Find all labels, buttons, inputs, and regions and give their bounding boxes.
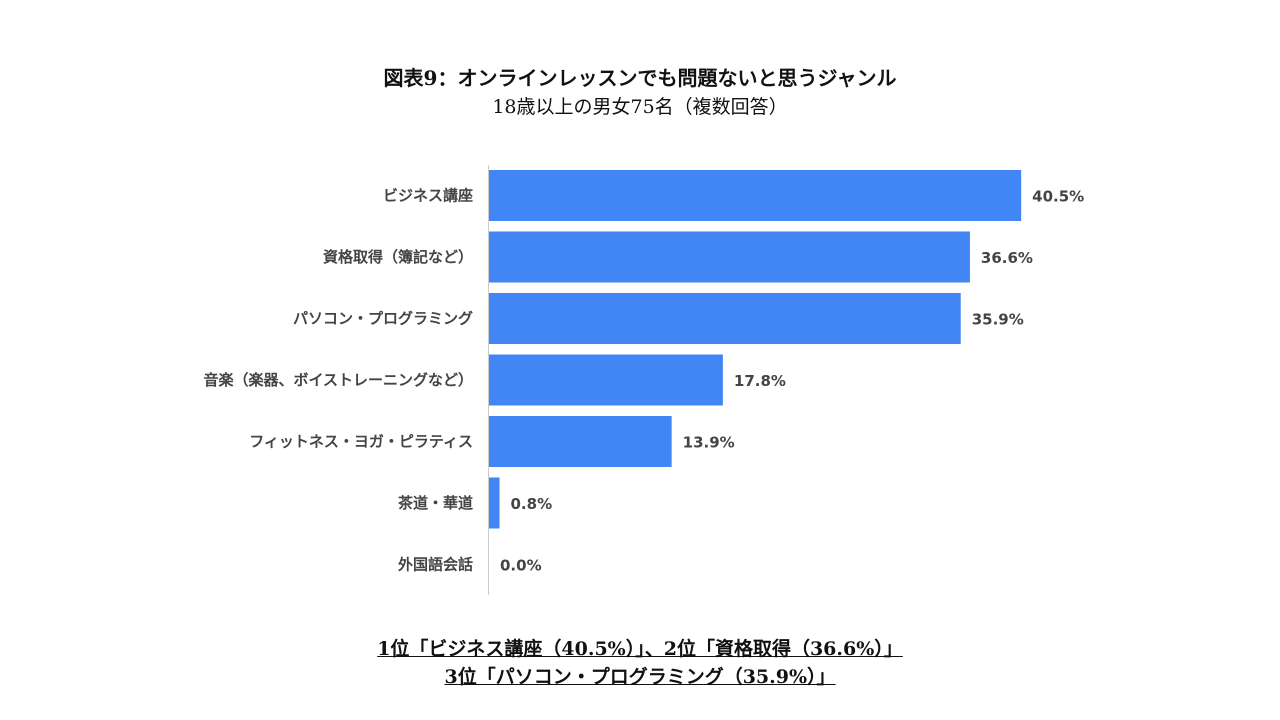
value-label: 17.8% — [734, 372, 786, 390]
value-label: 35.9% — [972, 311, 1024, 329]
value-label: 13.9% — [683, 434, 735, 452]
bar-2 — [489, 293, 961, 344]
category-label: 外国語会話 — [397, 556, 473, 574]
value-label: 0.8% — [511, 495, 553, 513]
chart-title: 図表9：オンラインレッスンでも問題ないと思うジャンル — [383, 66, 897, 90]
category-label: 音楽（楽器、ボイストレーニングなど） — [203, 371, 473, 389]
bar-0 — [489, 170, 1022, 221]
footer-text-2: 3位「パソコン・プログラミング（35.9%）」 — [444, 666, 836, 688]
chart-subtitle: 18歳以上の男女75名（複数回答） — [492, 96, 788, 118]
bar-4 — [489, 416, 672, 467]
category-label: パソコン・プログラミング — [293, 310, 473, 328]
footer-summary-line-2: 3位「パソコン・プログラミング（35.9%）」 — [0, 662, 1280, 689]
bar-3 — [489, 354, 723, 406]
category-label: ビジネス講座 — [383, 187, 473, 205]
category-label: フィットネス・ヨガ・ピラティス — [249, 433, 473, 451]
value-label: 36.6% — [981, 249, 1033, 267]
value-label: 0.0% — [500, 557, 542, 575]
footer-summary-line-1: 1位「ビジネス講座（40.5%）」、2位「資格取得（36.6%）」 — [0, 634, 1280, 661]
value-label: 40.5% — [1032, 188, 1084, 206]
bar-5 — [489, 477, 500, 529]
bar-1 — [489, 231, 970, 283]
category-label: 資格取得（簿記など） — [323, 248, 473, 266]
footer-text-1: 1位「ビジネス講座（40.5%）」、2位「資格取得（36.6%）」 — [377, 638, 903, 660]
category-label: 茶道・華道 — [398, 494, 473, 512]
